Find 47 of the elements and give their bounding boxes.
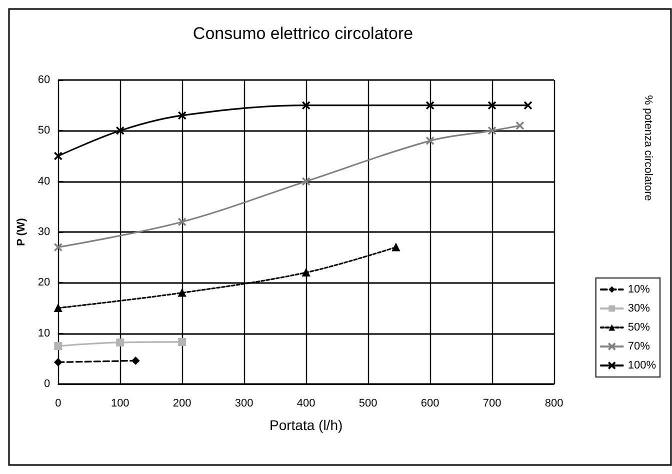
- point: [178, 217, 186, 226]
- chart-title: Consumo elettrico circolatore: [192, 24, 414, 43]
- point: [392, 243, 400, 252]
- point: [178, 338, 186, 346]
- legend-title: % potenza circolatore: [642, 95, 654, 201]
- point: [524, 100, 532, 110]
- legend-label: 50%: [628, 322, 650, 334]
- legend-label: 10%: [628, 284, 650, 296]
- point: [516, 121, 524, 130]
- point: [54, 342, 62, 350]
- point: [116, 338, 124, 346]
- x-tick-label: 400: [296, 398, 316, 410]
- point: [54, 152, 63, 160]
- point: [302, 176, 310, 186]
- y-axis-title: P (W): [16, 218, 28, 246]
- y-tick-label: 40: [38, 175, 50, 188]
- y-tick-label: 50: [38, 124, 50, 137]
- x-axis-title: Portata (l/h): [269, 417, 343, 433]
- x-tick-label: 800: [544, 398, 564, 410]
- legend-label: 100%: [628, 360, 656, 372]
- point: [488, 126, 496, 136]
- y-tick-label: 60: [38, 74, 50, 86]
- x-tick-label: 0: [55, 398, 62, 410]
- legend-label: 30%: [628, 302, 650, 314]
- point: [426, 136, 434, 146]
- point: [426, 100, 434, 110]
- x-tick-label: 700: [482, 398, 502, 410]
- x-tick-label: 100: [110, 398, 130, 410]
- point: [178, 111, 186, 120]
- point: [54, 304, 62, 312]
- point: [132, 356, 140, 365]
- point: [116, 126, 125, 136]
- y-tick-label: 10: [38, 327, 50, 340]
- x-tick-label: 300: [234, 398, 254, 410]
- point: [54, 242, 63, 252]
- legend-label: 70%: [628, 340, 650, 352]
- x-tick-label: 200: [172, 398, 192, 410]
- x-tick-label: 500: [358, 398, 378, 410]
- point: [302, 268, 310, 277]
- point: [54, 358, 62, 366]
- y-tick-label: 20: [38, 276, 50, 289]
- point: [488, 100, 496, 110]
- y-tick-label: 0: [44, 378, 50, 390]
- x-tick-label: 600: [420, 398, 440, 410]
- point: [302, 100, 310, 110]
- y-tick-label: 30: [38, 226, 50, 238]
- point: [178, 288, 186, 297]
